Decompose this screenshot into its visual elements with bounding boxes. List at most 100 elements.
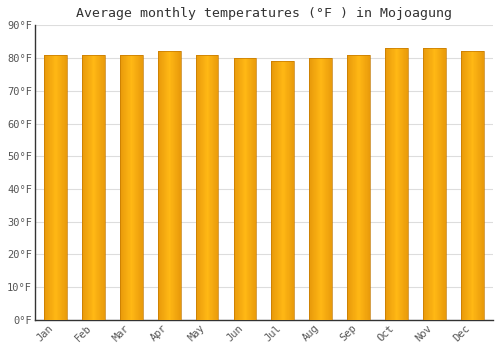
Bar xyxy=(285,61,286,320)
Bar xyxy=(136,55,137,320)
Bar xyxy=(123,55,124,320)
Bar xyxy=(347,55,370,320)
Bar xyxy=(466,51,467,320)
Bar xyxy=(46,55,47,320)
Bar xyxy=(82,55,105,320)
Bar xyxy=(482,51,483,320)
Bar xyxy=(432,48,433,320)
Bar xyxy=(51,55,52,320)
Bar xyxy=(424,48,426,320)
Bar xyxy=(201,55,202,320)
Bar xyxy=(206,55,207,320)
Bar xyxy=(163,51,164,320)
Bar xyxy=(444,48,445,320)
Bar xyxy=(395,48,396,320)
Bar xyxy=(430,48,431,320)
Bar xyxy=(166,51,167,320)
Bar xyxy=(288,61,289,320)
Bar xyxy=(58,55,59,320)
Bar xyxy=(252,58,253,320)
Bar xyxy=(438,48,439,320)
Bar xyxy=(359,55,360,320)
Bar xyxy=(272,61,273,320)
Bar xyxy=(289,61,290,320)
Bar xyxy=(251,58,252,320)
Bar xyxy=(327,58,328,320)
Bar xyxy=(396,48,397,320)
Bar xyxy=(367,55,368,320)
Bar xyxy=(158,51,180,320)
Bar xyxy=(435,48,436,320)
Bar xyxy=(275,61,276,320)
Bar xyxy=(214,55,215,320)
Bar xyxy=(178,51,179,320)
Bar xyxy=(313,58,314,320)
Bar xyxy=(174,51,175,320)
Bar xyxy=(437,48,438,320)
Bar xyxy=(44,55,45,320)
Bar xyxy=(397,48,398,320)
Bar xyxy=(249,58,250,320)
Bar xyxy=(280,61,281,320)
Bar xyxy=(168,51,169,320)
Bar xyxy=(171,51,172,320)
Bar xyxy=(283,61,284,320)
Bar xyxy=(216,55,218,320)
Bar xyxy=(82,55,83,320)
Bar xyxy=(279,61,280,320)
Bar xyxy=(386,48,387,320)
Bar xyxy=(52,55,54,320)
Bar xyxy=(277,61,278,320)
Bar xyxy=(433,48,434,320)
Bar xyxy=(276,61,277,320)
Bar xyxy=(59,55,60,320)
Bar xyxy=(141,55,142,320)
Bar xyxy=(368,55,369,320)
Bar xyxy=(365,55,366,320)
Bar xyxy=(461,51,462,320)
Bar xyxy=(140,55,141,320)
Bar xyxy=(89,55,90,320)
Bar xyxy=(273,61,274,320)
Bar xyxy=(242,58,243,320)
Bar xyxy=(462,51,463,320)
Bar xyxy=(161,51,162,320)
Bar xyxy=(253,58,254,320)
Bar xyxy=(240,58,241,320)
Bar xyxy=(93,55,94,320)
Bar xyxy=(95,55,96,320)
Bar xyxy=(310,58,332,320)
Bar xyxy=(318,58,319,320)
Bar xyxy=(126,55,127,320)
Bar xyxy=(211,55,212,320)
Bar xyxy=(314,58,315,320)
Bar xyxy=(210,55,211,320)
Bar xyxy=(469,51,470,320)
Bar xyxy=(401,48,402,320)
Bar xyxy=(326,58,327,320)
Bar xyxy=(238,58,240,320)
Bar xyxy=(443,48,444,320)
Bar xyxy=(176,51,177,320)
Bar xyxy=(440,48,441,320)
Bar xyxy=(250,58,251,320)
Bar xyxy=(120,55,142,320)
Bar xyxy=(234,58,256,320)
Bar xyxy=(241,58,242,320)
Bar xyxy=(97,55,98,320)
Bar xyxy=(236,58,237,320)
Bar xyxy=(99,55,100,320)
Bar xyxy=(423,48,424,320)
Bar xyxy=(474,51,475,320)
Bar xyxy=(248,58,249,320)
Bar xyxy=(170,51,171,320)
Bar xyxy=(173,51,174,320)
Bar xyxy=(204,55,205,320)
Bar xyxy=(254,58,255,320)
Bar xyxy=(477,51,478,320)
Bar xyxy=(48,55,50,320)
Bar xyxy=(129,55,130,320)
Bar xyxy=(293,61,294,320)
Bar xyxy=(50,55,51,320)
Bar xyxy=(461,51,483,320)
